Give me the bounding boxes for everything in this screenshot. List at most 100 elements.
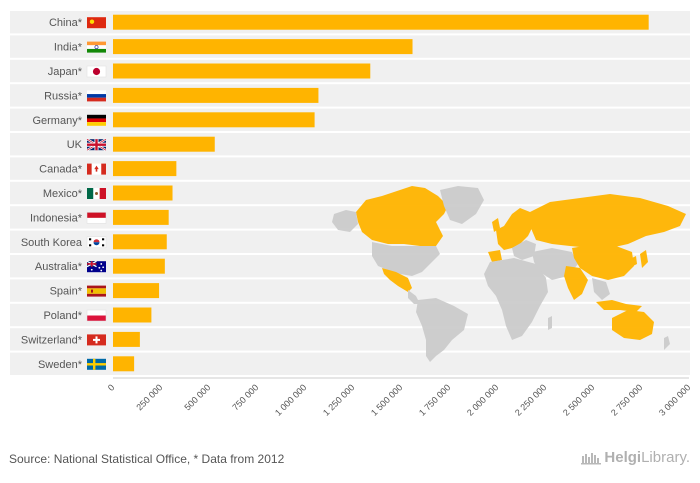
map-south-korea bbox=[632, 256, 637, 266]
flag-germany-icon bbox=[87, 114, 106, 126]
flag-south-korea-icon bbox=[86, 236, 107, 249]
category-label: UK bbox=[67, 139, 83, 151]
flag-japan-icon bbox=[86, 65, 107, 78]
flag-indonesia-icon bbox=[86, 212, 107, 224]
row-background bbox=[10, 84, 690, 107]
x-axis-ticks: 0 250 000 500 000 750 000 1 000 000 1 250 000… bbox=[106, 382, 693, 417]
x-tick-label: 2 500 000 bbox=[561, 382, 596, 417]
x-tick-label: 500 000 bbox=[182, 382, 212, 412]
x-tick-label: 1 250 000 bbox=[321, 382, 356, 417]
map-madagascar bbox=[548, 316, 552, 330]
category-label: Australia* bbox=[35, 261, 83, 273]
category-label: Indonesia* bbox=[30, 212, 83, 224]
source-note: Source: National Statistical Office, * D… bbox=[9, 452, 285, 466]
x-tick-label: 750 000 bbox=[230, 382, 260, 412]
x-tick-label: 2 250 000 bbox=[513, 382, 548, 417]
map-usa bbox=[372, 242, 440, 276]
bar bbox=[113, 258, 165, 274]
bar bbox=[113, 356, 135, 372]
x-tick-label: 250 000 bbox=[134, 382, 164, 412]
row-background bbox=[10, 181, 690, 205]
map-new-zealand bbox=[664, 336, 670, 350]
row-background bbox=[10, 108, 690, 131]
map-india bbox=[564, 266, 588, 300]
bars bbox=[113, 14, 649, 372]
map-russia bbox=[530, 194, 686, 248]
map-australia bbox=[612, 310, 654, 340]
category-label: Canada* bbox=[39, 164, 83, 176]
map-uk bbox=[492, 218, 500, 232]
bar bbox=[113, 307, 152, 323]
map-europe bbox=[496, 208, 534, 250]
x-tick-label: 0 bbox=[106, 382, 117, 393]
map-spain bbox=[488, 250, 502, 262]
map-alaska bbox=[332, 210, 358, 232]
flag-canada-icon bbox=[87, 163, 106, 175]
map-china bbox=[572, 244, 634, 280]
category-label: China* bbox=[49, 17, 83, 29]
category-label: Sweden* bbox=[38, 359, 83, 371]
flag-uk-icon bbox=[86, 138, 107, 152]
bar bbox=[113, 39, 413, 55]
category-label: Japan* bbox=[48, 66, 83, 78]
row-background bbox=[10, 352, 690, 375]
row-background bbox=[10, 133, 690, 156]
category-label: South Korea bbox=[21, 237, 83, 249]
map-mexico bbox=[382, 268, 412, 292]
flag-india-icon bbox=[87, 41, 106, 53]
map-canada bbox=[356, 186, 448, 246]
bar bbox=[113, 234, 167, 250]
bar bbox=[113, 87, 319, 103]
map-south-america bbox=[416, 298, 468, 362]
map-africa bbox=[484, 258, 548, 340]
bar bbox=[113, 14, 649, 30]
flags bbox=[86, 17, 107, 370]
x-tick-label: 3 000 000 bbox=[657, 382, 692, 417]
x-tick-label: 2 750 000 bbox=[609, 382, 644, 417]
row-background bbox=[10, 328, 690, 351]
flag-russia-icon bbox=[87, 90, 106, 102]
flag-poland-icon bbox=[86, 309, 107, 322]
flag-mexico-icon bbox=[87, 188, 106, 199]
map-central-america bbox=[408, 290, 420, 304]
row-background bbox=[10, 303, 690, 327]
map-japan bbox=[640, 250, 648, 268]
map-greenland bbox=[440, 186, 484, 224]
bar bbox=[113, 63, 371, 79]
x-tick-label: 1 750 000 bbox=[417, 382, 452, 417]
bar bbox=[113, 331, 140, 347]
flag-switzerland-icon bbox=[87, 334, 106, 346]
flag-spain-icon bbox=[87, 285, 106, 297]
world-map bbox=[332, 186, 686, 362]
bar bbox=[113, 112, 315, 128]
map-east-europe bbox=[512, 240, 536, 260]
x-tick-label: 1 000 000 bbox=[273, 382, 308, 417]
logo-suffix: Library. bbox=[641, 449, 690, 466]
library-logo-icon bbox=[581, 452, 602, 464]
bar bbox=[113, 161, 177, 177]
category-label: Mexico* bbox=[43, 188, 83, 200]
flag-sweden-icon bbox=[87, 358, 106, 370]
flag-china-icon bbox=[87, 17, 106, 29]
flag-australia-icon bbox=[86, 260, 106, 273]
bar bbox=[113, 283, 160, 299]
map-indonesia bbox=[596, 300, 642, 312]
category-label: India* bbox=[54, 42, 83, 54]
logo-prefix: Helgi bbox=[604, 449, 642, 466]
bar bbox=[113, 185, 173, 201]
map-southeast-asia bbox=[592, 278, 610, 300]
helgi-library-logo: Helgi Library. bbox=[581, 449, 690, 466]
x-tick-label: 1 500 000 bbox=[369, 382, 404, 417]
category-label: Switzerland* bbox=[21, 334, 83, 346]
bar bbox=[113, 136, 215, 152]
category-label: Poland* bbox=[43, 310, 82, 322]
row-background bbox=[10, 157, 690, 180]
bar bbox=[113, 209, 169, 225]
category-label: Germany* bbox=[32, 115, 82, 127]
category-label: Spain* bbox=[50, 286, 83, 298]
category-label: Russia* bbox=[44, 90, 83, 102]
country-labels: China* India* Japan* Russia* Germany* UK Canad… bbox=[21, 17, 83, 371]
x-tick-label: 2 000 000 bbox=[465, 382, 500, 417]
row-background bbox=[10, 279, 690, 302]
